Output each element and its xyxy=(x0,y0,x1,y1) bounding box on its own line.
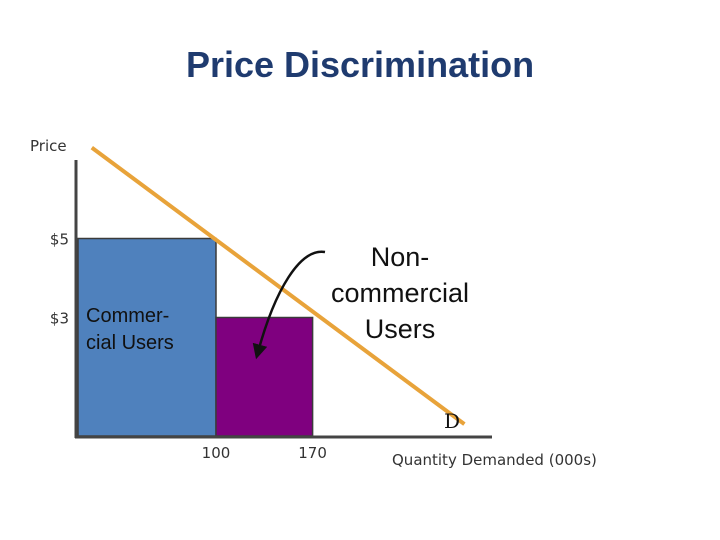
demand-curve xyxy=(90,146,466,426)
commercial-users-annotation: Commer-cial Users xyxy=(86,305,174,354)
y-tick-label: $3 xyxy=(50,310,69,328)
noncommercial-users-annotation: Non-commercial Users xyxy=(331,242,469,344)
page-title: Price Discrimination xyxy=(185,44,535,85)
commercial-users-region xyxy=(77,237,217,437)
x-tick-label: 170 xyxy=(298,444,327,462)
annotation-arrow xyxy=(252,250,326,360)
y-axis-label: Price xyxy=(30,137,67,155)
x-axis-label: Quantity Demanded (000s) xyxy=(392,451,597,469)
noncommercial-users-region xyxy=(215,316,314,437)
y-tick-label: $5 xyxy=(50,231,69,249)
demand-label: D xyxy=(444,409,460,433)
x-tick-label: 100 xyxy=(202,444,231,462)
